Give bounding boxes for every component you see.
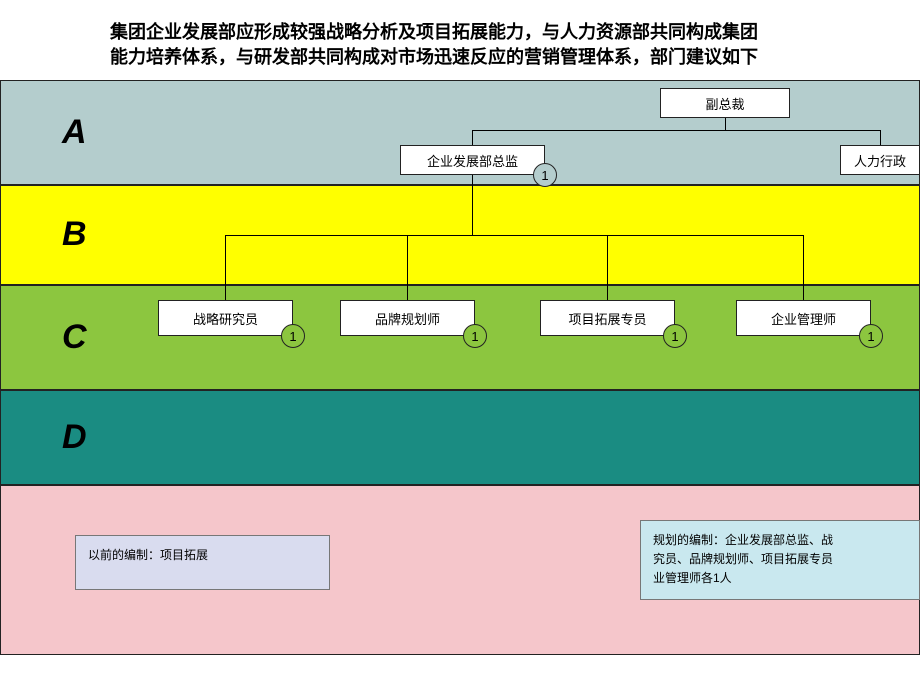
note-text: 规划的编制：企业发展部总监、战 究员、品牌规划师、项目拓展专员 业管理师各1人	[653, 533, 833, 585]
node-strategy-researcher: 战略研究员	[158, 300, 293, 336]
connector	[225, 235, 226, 300]
node-hr: 人力行政	[840, 145, 920, 175]
note-text: 以前的编制：项目拓展	[88, 548, 208, 562]
band-d	[0, 390, 920, 485]
connector	[407, 235, 408, 300]
count-badge: 1	[533, 163, 557, 187]
band-a-label: A	[62, 113, 87, 152]
node-brand-planner: 品牌规划师	[340, 300, 475, 336]
node-label: 项目拓展专员	[568, 309, 646, 328]
count-badge: 1	[859, 324, 883, 348]
page-title: 集团企业发展部应形成较强战略分析及项目拓展能力，与人力资源部共同构成集团 能力培…	[110, 20, 920, 70]
count-badge: 1	[281, 324, 305, 348]
note-previous: 以前的编制：项目拓展	[75, 535, 330, 590]
node-director: 企业发展部总监	[400, 145, 545, 175]
node-label: 品牌规划师	[375, 309, 440, 328]
node-label: 企业发展部总监	[427, 151, 518, 170]
connector	[225, 235, 804, 236]
node-label: 副总裁	[705, 94, 744, 113]
node-label: 企业管理师	[771, 309, 836, 328]
connector	[880, 130, 881, 145]
connector	[607, 235, 608, 300]
note-plan: 规划的编制：企业发展部总监、战 究员、品牌规划师、项目拓展专员 业管理师各1人	[640, 520, 920, 600]
node-project-expansion: 项目拓展专员	[540, 300, 675, 336]
connector	[472, 130, 473, 145]
title-line2: 能力培养体系，与研发部共同构成对市场迅速反应的营销管理体系，部门建议如下	[110, 47, 758, 67]
node-vice-president: 副总裁	[660, 88, 790, 118]
count-badge: 1	[463, 324, 487, 348]
node-label: 人力行政	[854, 151, 906, 170]
band-b-label: B	[62, 215, 87, 254]
band-d-label: D	[62, 418, 87, 457]
connector	[472, 130, 880, 131]
connector	[472, 175, 473, 235]
connector	[803, 235, 804, 300]
count-badge: 1	[663, 324, 687, 348]
band-c-label: C	[62, 318, 87, 357]
connector	[725, 118, 726, 130]
title-line1: 集团企业发展部应形成较强战略分析及项目拓展能力，与人力资源部共同构成集团	[110, 22, 758, 42]
node-label: 战略研究员	[193, 309, 258, 328]
node-enterprise-manager: 企业管理师	[736, 300, 871, 336]
